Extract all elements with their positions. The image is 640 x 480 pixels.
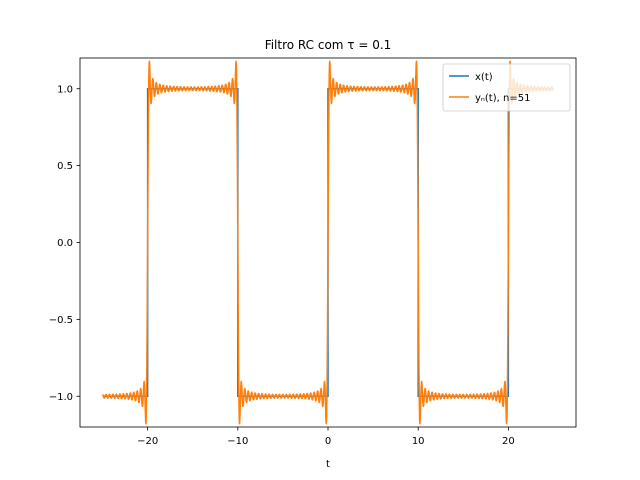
y-tick-label: 0.0 xyxy=(57,238,73,249)
legend: x(t) yₙ(t), n=51 xyxy=(442,63,571,112)
plot-area xyxy=(101,60,555,425)
x-tick-label: −20 xyxy=(137,436,158,447)
x-tick-label: 20 xyxy=(502,436,515,447)
legend-label-y: yₙ(t), n=51 xyxy=(475,93,530,104)
legend-box xyxy=(442,63,571,112)
series-line-y xyxy=(101,60,555,425)
x-tick-label: −10 xyxy=(227,436,248,447)
legend-label-x: x(t) xyxy=(475,72,493,83)
y-tick-label: 1.0 xyxy=(57,84,73,95)
y-tick-label: −1.0 xyxy=(49,392,73,403)
x-tick-label: 0 xyxy=(325,436,331,447)
x-axis: −20 −10 0 10 20 xyxy=(137,427,515,447)
x-axis-label: t xyxy=(326,459,330,470)
chart-title: Filtro RC com τ = 0.1 xyxy=(265,38,392,52)
y-axis: −1.0 −0.5 0.0 0.5 1.0 xyxy=(49,84,80,403)
y-tick-label: −0.5 xyxy=(49,315,73,326)
x-tick-label: 10 xyxy=(412,436,425,447)
y-tick-label: 0.5 xyxy=(57,161,73,172)
